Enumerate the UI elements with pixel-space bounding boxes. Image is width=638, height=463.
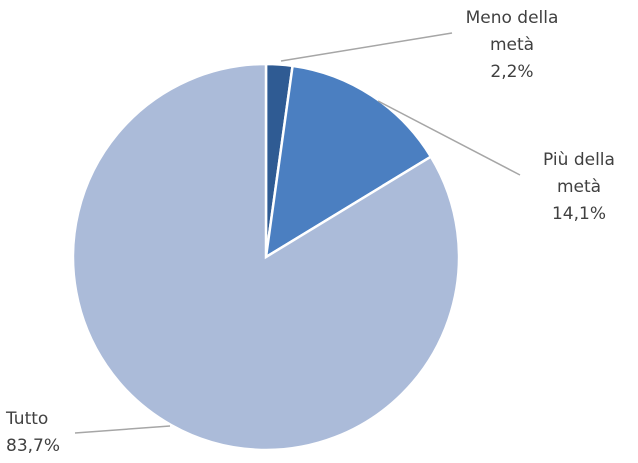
- data-label: Più della metà 14,1%: [523, 147, 635, 228]
- pie-slice: [71, 62, 461, 452]
- data-label: Tutto 83,7%: [6, 406, 86, 460]
- category-label: Tutto: [6, 409, 49, 429]
- category-label: Più della metà: [543, 150, 615, 197]
- pie-slice: [264, 64, 433, 260]
- value-label: 83,7%: [6, 436, 61, 456]
- leader-line: [377, 100, 521, 176]
- category-label: Meno della metà: [465, 8, 559, 55]
- leader-line: [74, 425, 171, 434]
- leader-line: [280, 32, 453, 62]
- value-label: 2,2%: [490, 62, 534, 82]
- data-label: Meno della metà 2,2%: [452, 5, 572, 86]
- value-label: 14,1%: [551, 204, 606, 224]
